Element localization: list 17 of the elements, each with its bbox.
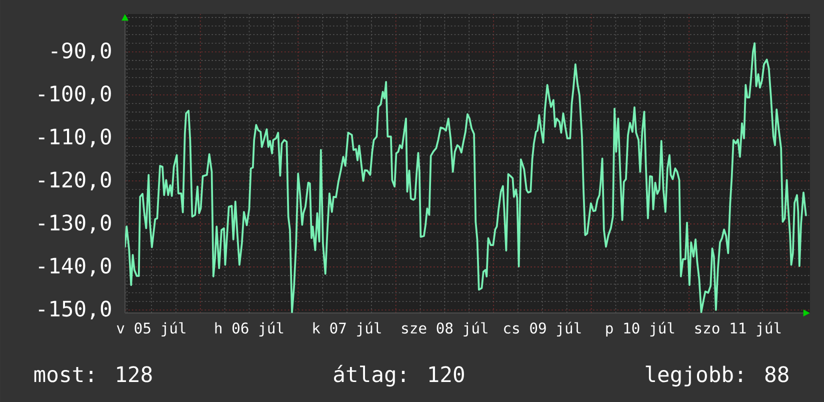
y-tick-label: -110,0: [38, 128, 111, 148]
x-tick-label: v 05 júl: [116, 322, 186, 336]
text: átlag: 120: [334, 364, 464, 387]
y-tick-label: -140,0: [38, 258, 111, 276]
x-tick-label: h 06 júl: [215, 322, 284, 336]
x-tick-label: szo 11 júl: [695, 322, 781, 336]
y-tick-label: -120,0: [38, 172, 111, 190]
x-tick-label: sze 08 júl: [402, 322, 488, 336]
text: legjobb: 88: [646, 366, 788, 387]
y-tick-label: -150,0: [38, 300, 111, 320]
text: most: 128: [34, 366, 152, 382]
x-tick-label: cs 09 júl: [504, 322, 581, 336]
y-tick-label: -100,0: [38, 85, 111, 104]
y-tick-label: -90,0: [52, 42, 111, 62]
x-tick-label: k 07 júl: [313, 322, 381, 336]
y-tick-label: -130,0: [38, 214, 111, 234]
x-tick-label: p 10 júl: [606, 322, 674, 336]
